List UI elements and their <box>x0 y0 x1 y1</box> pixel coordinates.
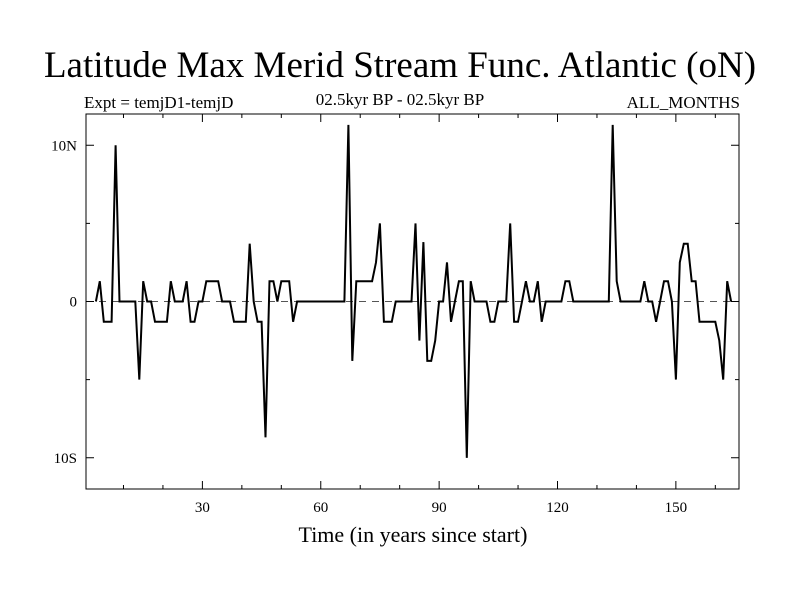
months-label: ALL_MONTHS <box>626 93 740 112</box>
experiment-label: Expt = temjD1-temjD <box>84 93 234 112</box>
x-tick-label: 150 <box>665 500 688 516</box>
x-axis-ticks: 30 60 90 120 150 <box>122 114 716 516</box>
x-tick-label: 60 <box>313 500 328 516</box>
y-tick-label: 0 <box>70 295 78 311</box>
x-tick-label: 30 <box>195 500 210 516</box>
period-label: 02.5kyr BP - 02.5kyr BP <box>315 90 485 109</box>
y-tick-label: 10S <box>54 451 77 467</box>
y-tick-label: 10N <box>51 138 77 154</box>
series-line <box>94 124 733 458</box>
x-tick-label: 120 <box>546 500 569 516</box>
x-axis-label: Time (in years since start) <box>298 522 528 547</box>
y-axis-ticks: 10N 0 10S <box>51 138 739 467</box>
x-tick-label: 90 <box>432 500 447 516</box>
chart-title: Latitude Max Merid Stream Func. Atlantic… <box>43 45 757 86</box>
